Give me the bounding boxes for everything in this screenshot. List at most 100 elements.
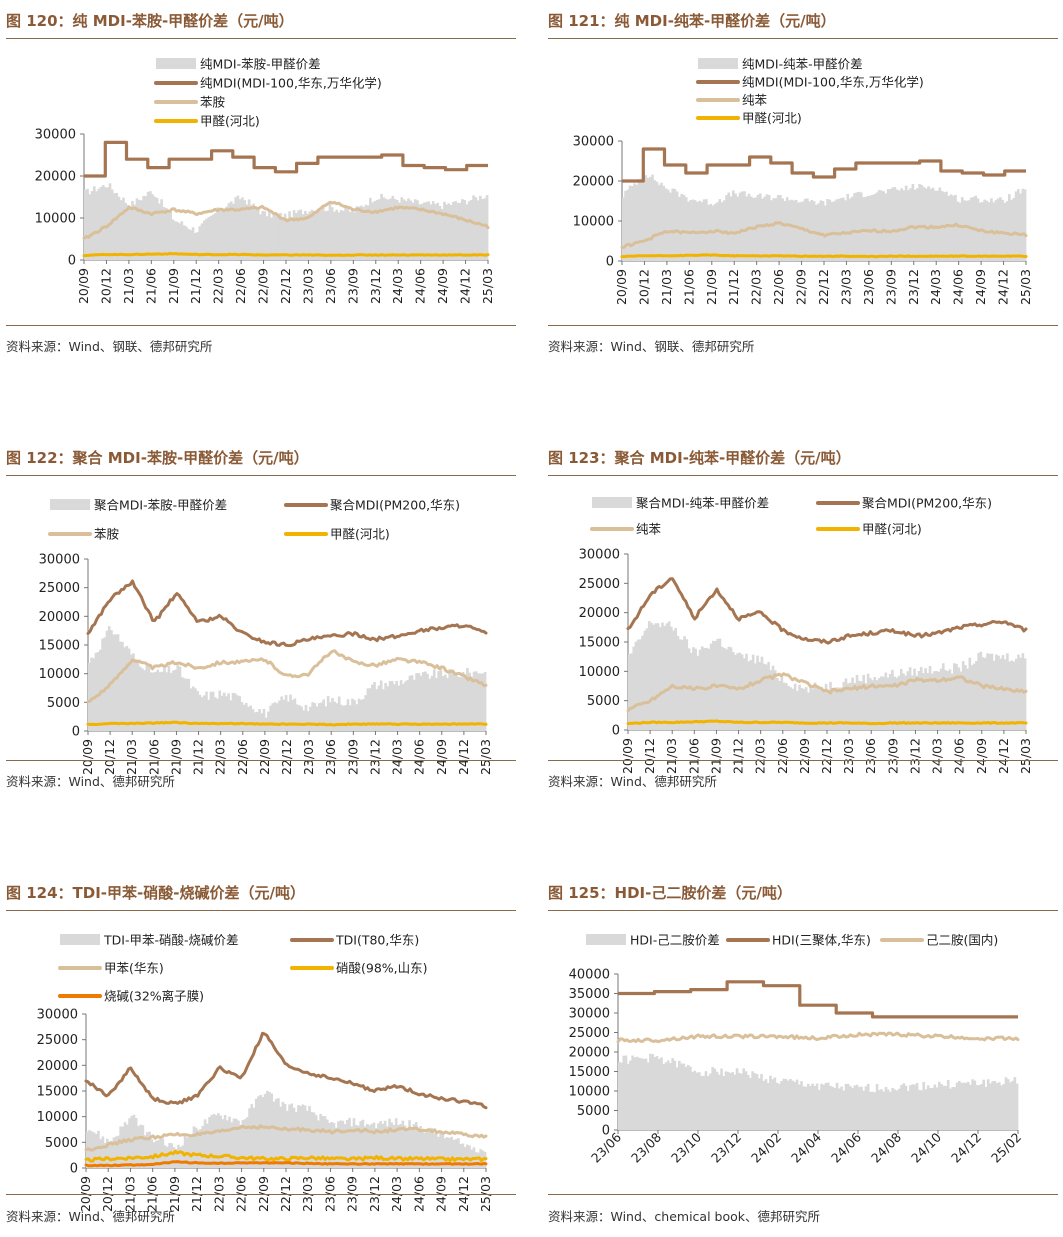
spread-bar: [671, 188, 675, 261]
x-tick-label: 25/03: [480, 268, 495, 304]
spread-bar: [275, 703, 279, 731]
spread-bar: [678, 196, 681, 261]
spread-bar: [128, 208, 132, 260]
spread-bar: [359, 699, 363, 731]
y-tick-label: 25000: [579, 577, 620, 592]
source-note: 资料来源：Wind、德邦研究所: [548, 774, 717, 789]
spread-bar: [738, 652, 742, 730]
spread-bar: [871, 194, 874, 261]
spread-bar: [736, 653, 739, 730]
spread-bar: [875, 1084, 879, 1130]
spread-bar: [139, 1124, 142, 1168]
spread-bar: [837, 198, 841, 261]
spread-bar: [691, 1071, 694, 1130]
spread-bar: [346, 699, 350, 731]
spread-bar: [357, 206, 361, 260]
spread-bar: [97, 1130, 100, 1168]
spread-bar: [274, 1098, 278, 1168]
spread-bar: [331, 698, 334, 731]
spread-bar: [183, 678, 186, 731]
x-tick-label: 24/09: [973, 269, 988, 305]
spread-bar: [306, 213, 309, 260]
x-tick-label: 24/09: [434, 1176, 449, 1212]
legend-swatch: [60, 934, 100, 945]
x-tick-label: 23/10: [668, 1129, 704, 1165]
spread-bar: [455, 672, 458, 731]
figure-title: 图 125：HDI-己二胺价差（元/吨）: [548, 884, 792, 902]
spread-bar: [922, 187, 926, 261]
spread-bar: [293, 698, 297, 731]
title-rule: [6, 475, 516, 476]
spread-bar: [958, 1081, 961, 1130]
spread-bar: [270, 1093, 274, 1168]
spread-bar: [144, 196, 148, 260]
spread-bar: [432, 669, 436, 731]
spread-bar: [624, 1055, 628, 1130]
series-spread-bars: [622, 174, 1027, 261]
y-tick-label: 5000: [45, 1136, 78, 1151]
x-tick-label: 23/06: [861, 269, 876, 305]
spread-bar: [283, 1103, 287, 1168]
spread-bar: [390, 681, 394, 731]
spread-bar: [988, 653, 992, 730]
spread-bar: [990, 198, 993, 261]
spread-bar: [809, 1085, 812, 1130]
spread-bar: [1012, 198, 1016, 261]
x-tick-label: 20/12: [98, 268, 113, 304]
spread-bar: [259, 1094, 262, 1168]
series-line: [84, 1124, 488, 1152]
spread-bar: [279, 1106, 282, 1168]
x-tick-label: 23/06: [322, 1176, 337, 1212]
spread-bar: [853, 193, 856, 261]
spread-bar: [949, 1088, 952, 1130]
spread-bar: [788, 200, 791, 261]
spread-bar: [827, 690, 830, 730]
spread-bar: [698, 649, 702, 730]
spread-bar: [409, 200, 413, 260]
spread-bar: [330, 207, 334, 260]
x-tick-label: 22/06: [775, 738, 790, 774]
y-tick-label: 20000: [579, 606, 620, 621]
spread-bar: [767, 662, 770, 730]
spread-bar: [813, 682, 817, 730]
spread-bar: [324, 211, 327, 260]
legend-label: 纯MDI-纯苯-甲醛价差: [742, 57, 863, 72]
spread-bar: [676, 635, 680, 730]
spread-bar: [448, 668, 452, 731]
spread-bar: [278, 700, 281, 731]
spread-bar: [764, 1079, 768, 1130]
spread-bar: [810, 199, 814, 261]
spread-bar: [889, 189, 892, 261]
legend-label: 纯苯: [636, 522, 662, 537]
spread-bar: [472, 195, 475, 260]
spread-bar: [399, 1124, 402, 1168]
x-tick-label: 21/12: [731, 738, 746, 774]
y-tick-label: 30000: [37, 1008, 78, 1023]
spread-bar: [222, 692, 226, 731]
spread-bar: [799, 202, 802, 261]
y-tick-label: 20000: [35, 170, 76, 185]
chart-panel-120: 图 120：纯 MDI-苯胺-甲醛价差（元/吨） 纯MDI-苯胺-甲醛价差 纯MD…: [6, 0, 516, 365]
spread-bar: [769, 1075, 772, 1130]
spread-bar: [653, 1056, 657, 1130]
legend-label: TDI-甲苯-硝酸-烧碱价差: [103, 933, 238, 948]
y-tick-label: 0: [68, 254, 76, 269]
spread-bar: [266, 1090, 269, 1168]
x-tick-label: 24/08: [868, 1129, 904, 1165]
x-tick-label: 24/06: [412, 739, 427, 775]
spread-bar: [145, 664, 149, 731]
spread-bar: [873, 194, 877, 261]
spread-bar: [383, 1120, 387, 1168]
spread-bar: [675, 191, 679, 261]
spread-bar: [804, 687, 808, 730]
spread-bar: [866, 1083, 870, 1130]
spread-bar: [922, 673, 925, 730]
spread-bar: [366, 1123, 369, 1168]
spread-bar: [394, 1118, 398, 1168]
spread-bar: [673, 188, 677, 261]
spread-bar: [729, 196, 733, 261]
spread-bar: [408, 1120, 411, 1168]
spread-bar: [647, 621, 651, 730]
spread-bar: [869, 1091, 872, 1130]
